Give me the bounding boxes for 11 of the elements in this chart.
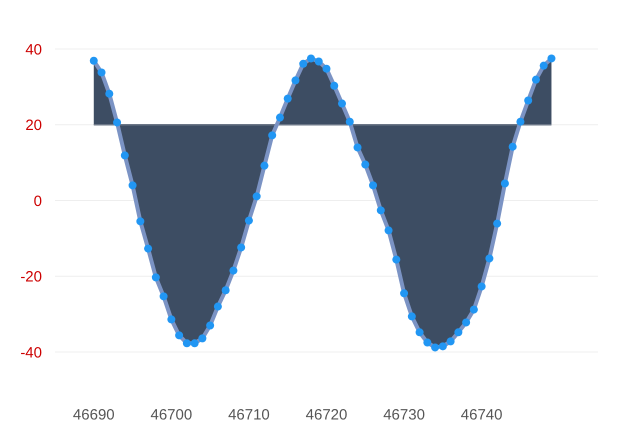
x-tick-label: 46710 [228, 406, 270, 424]
x-tick-label: 46740 [460, 406, 502, 424]
x-tick-label: 46720 [306, 406, 348, 424]
x-tick-label: 46690 [72, 406, 115, 424]
x-tick-label: 46730 [383, 406, 425, 424]
y-tick-label: -40 [20, 344, 42, 362]
y-tick-label: 0 [34, 192, 42, 210]
y-tick-label: -20 [20, 268, 42, 286]
x-tick-label: 46700 [150, 406, 192, 424]
y-tick-label: 20 [25, 117, 42, 134]
y-tick-label: 40 [25, 41, 42, 58]
